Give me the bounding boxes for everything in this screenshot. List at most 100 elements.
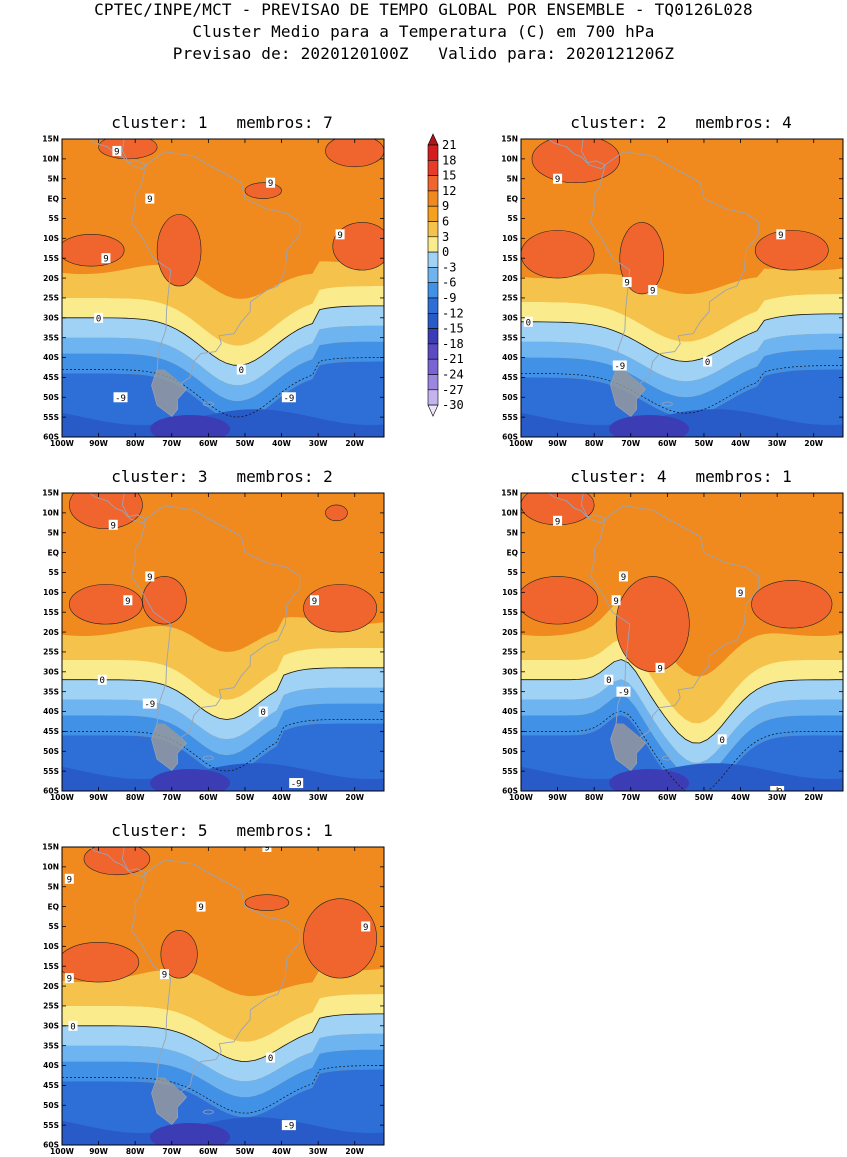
colorbar-label: 21 — [442, 138, 456, 152]
lon-tick-label: 80W — [585, 793, 604, 802]
contour-label-box — [553, 515, 563, 526]
panel-5-title: cluster: 5 membros: 1 — [111, 821, 333, 840]
lat-tick-label: EQ — [507, 548, 519, 557]
contour-label-box — [145, 571, 155, 582]
header-line-1: CPTEC/INPE/MCT - PREVISAO DE TEMPO GLOBA… — [94, 0, 753, 19]
lat-tick-label: 30S — [43, 314, 59, 323]
contour-label-box — [145, 193, 155, 204]
contour-label: -9 — [144, 700, 155, 710]
colorbar-label: 3 — [442, 230, 449, 244]
colorbar-label: 12 — [442, 184, 456, 198]
colorbar-swatch — [427, 328, 439, 345]
panel-1-map: 9 9 9 9 9 0 0 -9 -9 15N 10N 5N EQ 5S 10S 15S 20S 25S 30S 35… — [42, 135, 385, 448]
contour-label-box — [309, 595, 319, 606]
lat-tick-label: 45S — [502, 373, 518, 382]
lat-tick-label: 50S — [43, 393, 59, 402]
lat-tick-label: 50S — [43, 1101, 59, 1110]
colorbar-swatch — [427, 297, 439, 314]
contour-label-box — [612, 360, 627, 371]
lon-tick-label: 30W — [309, 1147, 328, 1156]
lat-tick-label: 10N — [42, 509, 59, 518]
colorbar-swatch — [427, 175, 439, 192]
lat-tick-label: 40S — [43, 707, 59, 716]
lon-tick-label: 80W — [126, 439, 145, 448]
south-america-outline — [590, 151, 760, 417]
lat-tick-label: 10S — [43, 234, 59, 243]
contour-label: 9 — [147, 573, 152, 583]
contour-label: 9 — [657, 664, 662, 674]
lat-tick-label: 35S — [502, 333, 518, 342]
header-line-2: Cluster Medio para a Temperatura (C) em … — [192, 22, 655, 41]
lon-tick-label: 100W — [509, 439, 534, 448]
lon-tick-label: 20W — [345, 439, 364, 448]
panel-4-map: 9999900-9-915N10N5NEQ5S10S15S20S25S30S35… — [501, 489, 844, 802]
colorbar-swatch — [427, 313, 439, 329]
lon-tick-label: 40W — [272, 439, 291, 448]
lat-tick-label: 30S — [502, 314, 518, 323]
contour-label: 9 — [555, 175, 560, 185]
lon-tick-label: 70W — [621, 793, 640, 802]
lat-tick-label: 10S — [43, 588, 59, 597]
contour-label-box — [112, 145, 122, 156]
contour-label-box — [68, 1020, 78, 1031]
colorbar-swatch — [427, 190, 439, 207]
lat-tick-label: 45S — [502, 727, 518, 736]
colorbar-swatch — [427, 343, 439, 360]
colorbar-label: -24 — [442, 368, 464, 382]
contour-label: 0 — [239, 366, 244, 376]
contour-label: 9 — [147, 195, 152, 205]
lon-tick-label: 20W — [345, 793, 364, 802]
colorbar-swatch — [427, 159, 439, 176]
lon-tick-label: 60W — [199, 1147, 218, 1156]
colorbar-label: -30 — [442, 398, 464, 412]
header-line-3: Previsao de: 2020120100Z Valido para: 20… — [172, 44, 675, 63]
contour-label-box — [159, 969, 169, 980]
lat-tick-label: 5N — [48, 528, 60, 537]
contour-label-box — [611, 595, 621, 606]
contour-label: 9 — [738, 589, 743, 599]
south-america-outline — [131, 859, 301, 1125]
contour-label-box — [94, 312, 104, 323]
lat-tick-label: 25S — [43, 1002, 59, 1011]
lon-tick-label: 60W — [199, 793, 218, 802]
contour-label: 9 — [621, 573, 626, 583]
lat-tick-label: 60S — [43, 1141, 59, 1150]
contour-label: 0 — [526, 318, 531, 328]
map-frame — [61, 138, 385, 438]
lat-tick-label: 25S — [43, 294, 59, 303]
contour-label: -9 — [614, 362, 625, 372]
lat-tick-label: 20S — [43, 982, 59, 991]
lat-tick-label: 45S — [43, 373, 59, 382]
lat-tick-label: 20S — [502, 274, 518, 283]
contour-label-box — [717, 734, 727, 745]
contour-label: 9 — [337, 231, 342, 241]
lat-tick-label: 15S — [43, 962, 59, 971]
contour-label-box — [266, 177, 276, 188]
contour-label: 9 — [363, 923, 368, 933]
contour-label-box — [113, 392, 128, 403]
contour-label: -9 — [618, 688, 629, 698]
contour-label-box — [736, 587, 746, 598]
contour-label-box — [101, 253, 111, 264]
colorbar-swatch — [427, 389, 439, 406]
contour-label: 9 — [264, 844, 269, 854]
contour-label-box — [142, 698, 157, 709]
lat-tick-label: 5N — [48, 882, 60, 891]
colorbar-label: -12 — [442, 306, 464, 320]
lat-tick-label: 30S — [502, 668, 518, 677]
contour-label: 9 — [67, 975, 72, 985]
colorbar-label: -3 — [442, 260, 456, 274]
contour-label: 9 — [624, 279, 629, 289]
lat-tick-label: 35S — [43, 687, 59, 696]
contour-label-box — [553, 173, 563, 184]
contour-label: 9 — [111, 521, 116, 531]
lat-tick-label: 10S — [502, 234, 518, 243]
panel-2-title: cluster: 2 membros: 4 — [570, 113, 792, 132]
lat-tick-label: 35S — [502, 687, 518, 696]
panel-5-map: 9 9 9 9 9 9 0 0 -9 15N 10N 5N EQ 5S 10S 15S 20S 25S 30S 35S… — [42, 843, 385, 1156]
contour-label-box — [236, 364, 246, 375]
contour-label-box — [616, 686, 631, 697]
contour-label: 9 — [312, 597, 317, 607]
lon-tick-label: 40W — [731, 793, 750, 802]
